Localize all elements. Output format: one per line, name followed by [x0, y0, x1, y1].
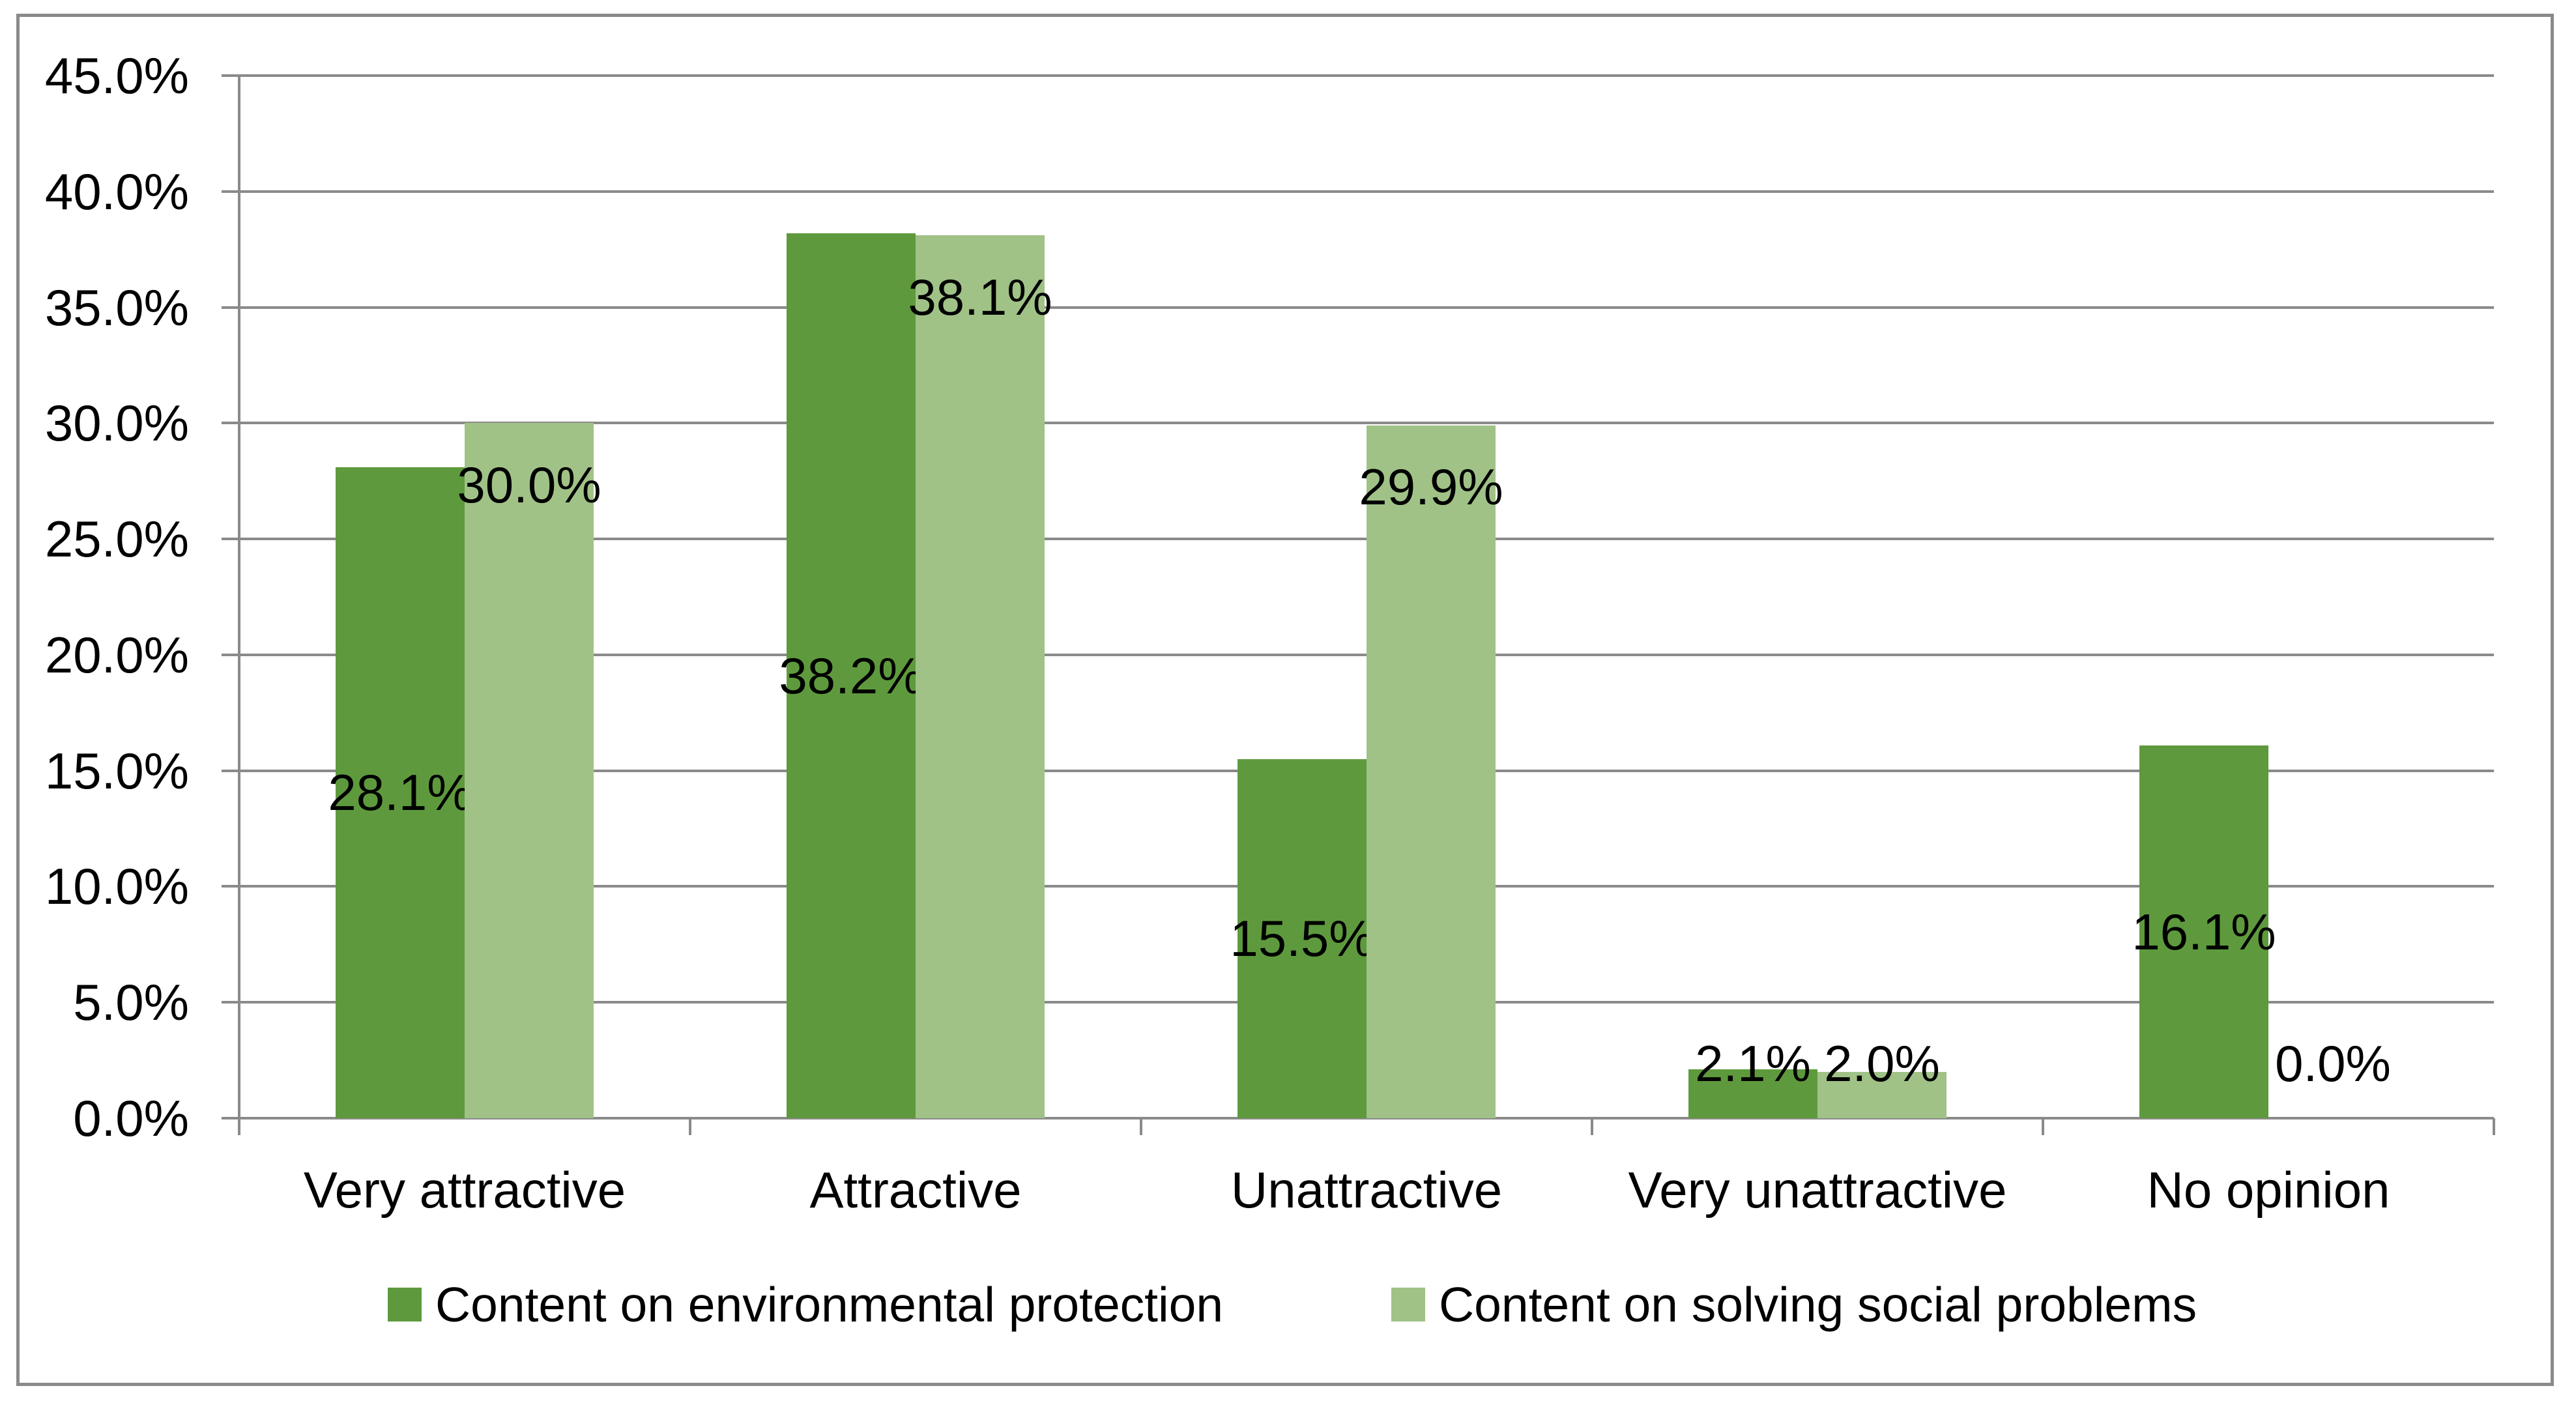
data-label-dark-2: 15.5%	[1230, 910, 1374, 968]
legend-item-1: Content on solving social problems	[1391, 1271, 2197, 1338]
bar-dark-2	[1237, 758, 1367, 1118]
data-label-light-2: 29.9%	[1359, 458, 1503, 516]
gridline-25	[222, 538, 2494, 541]
category-label-2: Unattractive	[1230, 1161, 1503, 1219]
data-label-light-4: 0.0%	[2275, 1035, 2391, 1093]
category-tick-1	[689, 1118, 691, 1135]
legend-swatch-icon	[1391, 1288, 1425, 1322]
data-label-light-1: 38.1%	[908, 268, 1052, 326]
data-label-dark-3: 2.1%	[1695, 1035, 1811, 1093]
y-tick-label-400: 40.0%	[44, 162, 189, 220]
data-label-dark-1: 38.2%	[779, 646, 923, 704]
legend-item-0: Content on environmental protection	[388, 1271, 1223, 1338]
data-label-light-3: 2.0%	[1824, 1035, 1940, 1093]
gridline-30	[222, 422, 2494, 425]
y-tick-label-450: 45.0%	[44, 47, 189, 104]
y-tick-label-300: 30.0%	[44, 394, 189, 452]
category-tick-3	[1591, 1118, 1593, 1135]
bar-dark-0	[336, 467, 465, 1118]
y-axis-line	[238, 76, 240, 1135]
y-tick-label-150: 15.0%	[44, 742, 189, 800]
x-axis-line	[222, 1117, 2494, 1119]
legend-swatch-icon	[388, 1288, 422, 1322]
bar-dark-4	[2139, 745, 2268, 1118]
bar-light-2	[1367, 425, 1496, 1118]
gridline-40	[222, 190, 2494, 193]
category-label-0: Very attractive	[303, 1161, 626, 1219]
data-label-light-0: 30.0%	[457, 455, 601, 513]
y-tick-label-100: 10.0%	[44, 858, 189, 916]
legend-label-0: Content on environmental protection	[435, 1277, 1224, 1332]
category-tick-2	[1140, 1118, 1142, 1135]
chart-border: 28.1% 38.2% 15.5% 2.1% 16.1% 30.0% 38.1% 29.9% 2…	[16, 14, 2554, 1386]
category-tick-4	[2042, 1118, 2044, 1135]
category-tick-5	[2493, 1118, 2495, 1135]
plot-area: 28.1% 38.2% 15.5% 2.1% 16.1% 30.0% 38.1% 29.9% 2…	[20, 17, 2551, 1383]
y-tick-label-200: 20.0%	[44, 626, 189, 684]
gridline-35	[222, 306, 2494, 309]
category-label-4: No opinion	[2147, 1161, 2390, 1219]
category-label-1: Attractive	[809, 1161, 1022, 1219]
y-tick-label-50: 5.0%	[73, 974, 189, 1032]
category-label-3: Very unattractive	[1628, 1161, 2007, 1219]
y-tick-label-250: 25.0%	[44, 510, 189, 568]
bar-light-1	[916, 235, 1045, 1118]
gridline-20	[222, 653, 2494, 656]
legend: Content on environmental protection Conte…	[0, 1271, 2576, 1338]
gridline-45	[222, 74, 2494, 77]
bar-light-3	[1817, 1071, 1946, 1118]
bar-light-0	[465, 423, 594, 1118]
y-tick-label-350: 35.0%	[44, 278, 189, 336]
data-label-dark-4: 16.1%	[2132, 903, 2276, 960]
y-tick-label-00: 0.0%	[73, 1090, 189, 1147]
bar-dark-3	[1688, 1069, 1817, 1118]
bar-dark-1	[787, 233, 916, 1118]
legend-label-1: Content on solving social problems	[1439, 1277, 2197, 1332]
data-label-dark-0: 28.1%	[328, 764, 472, 822]
